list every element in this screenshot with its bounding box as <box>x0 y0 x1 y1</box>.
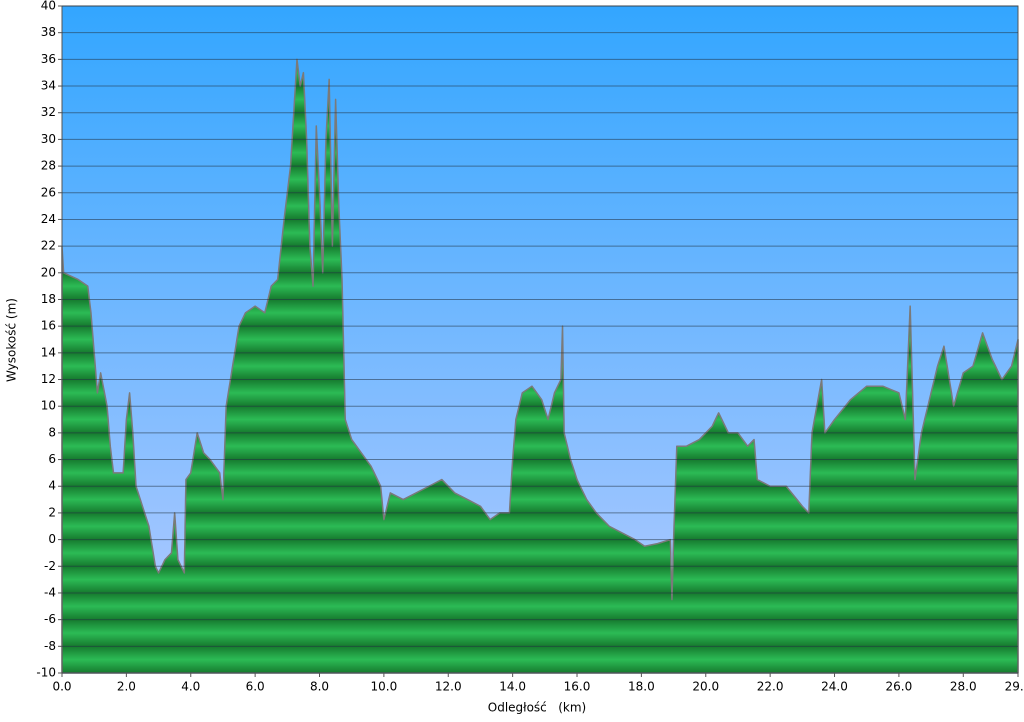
y-tick-label: 32 <box>41 105 56 119</box>
y-tick-label: 4 <box>48 479 56 493</box>
y-tick-label: 0 <box>48 532 56 546</box>
y-tick-label: 40 <box>41 0 56 13</box>
x-tick-label: 0.0 <box>52 680 71 694</box>
y-axis-title: Wysokość (m) <box>5 298 19 382</box>
y-tick-label: 6 <box>48 452 56 466</box>
y-tick-label: 2 <box>48 505 56 519</box>
y-tick-label: 18 <box>41 292 56 306</box>
y-tick-label: 20 <box>41 265 56 279</box>
x-tick-label: 8.0 <box>310 680 329 694</box>
y-tick-label: -6 <box>44 612 56 626</box>
y-tick-label: 22 <box>41 239 56 253</box>
y-tick-label: 38 <box>41 25 56 39</box>
x-tick-label: 28.0 <box>950 680 977 694</box>
y-tick-label: 26 <box>41 185 56 199</box>
y-tick-label: 34 <box>41 79 56 93</box>
x-tick-label: 16.0 <box>564 680 591 694</box>
y-tick-label: 16 <box>41 319 56 333</box>
x-tick-label: 24.0 <box>821 680 848 694</box>
y-tick-label: -8 <box>44 639 56 653</box>
x-tick-label: 26.0 <box>886 680 913 694</box>
y-tick-label: -4 <box>44 585 56 599</box>
y-tick-label: -2 <box>44 559 56 573</box>
y-tick-label: 12 <box>41 372 56 386</box>
y-tick-label: 24 <box>41 212 56 226</box>
y-tick-label: 8 <box>48 425 56 439</box>
x-tick-label: 6.0 <box>246 680 265 694</box>
x-tick-label: 2.0 <box>117 680 136 694</box>
y-tick-label: 10 <box>41 399 56 413</box>
x-tick-label: 29.7 <box>1005 680 1024 694</box>
y-tick-label: 36 <box>41 52 56 66</box>
y-tick-label: 14 <box>41 345 56 359</box>
x-tick-label: 22.0 <box>757 680 784 694</box>
x-tick-label: 14.0 <box>499 680 526 694</box>
y-tick-label: 28 <box>41 159 56 173</box>
x-tick-label: 10.0 <box>371 680 398 694</box>
x-axis-title: Odległość (km) <box>488 701 586 715</box>
y-tick-label: 30 <box>41 132 56 146</box>
x-tick-label: 18.0 <box>628 680 655 694</box>
y-tick-label: -10 <box>36 666 56 680</box>
x-tick-label: 12.0 <box>435 680 462 694</box>
x-tick-label: 4.0 <box>181 680 200 694</box>
x-tick-label: 20.0 <box>692 680 719 694</box>
